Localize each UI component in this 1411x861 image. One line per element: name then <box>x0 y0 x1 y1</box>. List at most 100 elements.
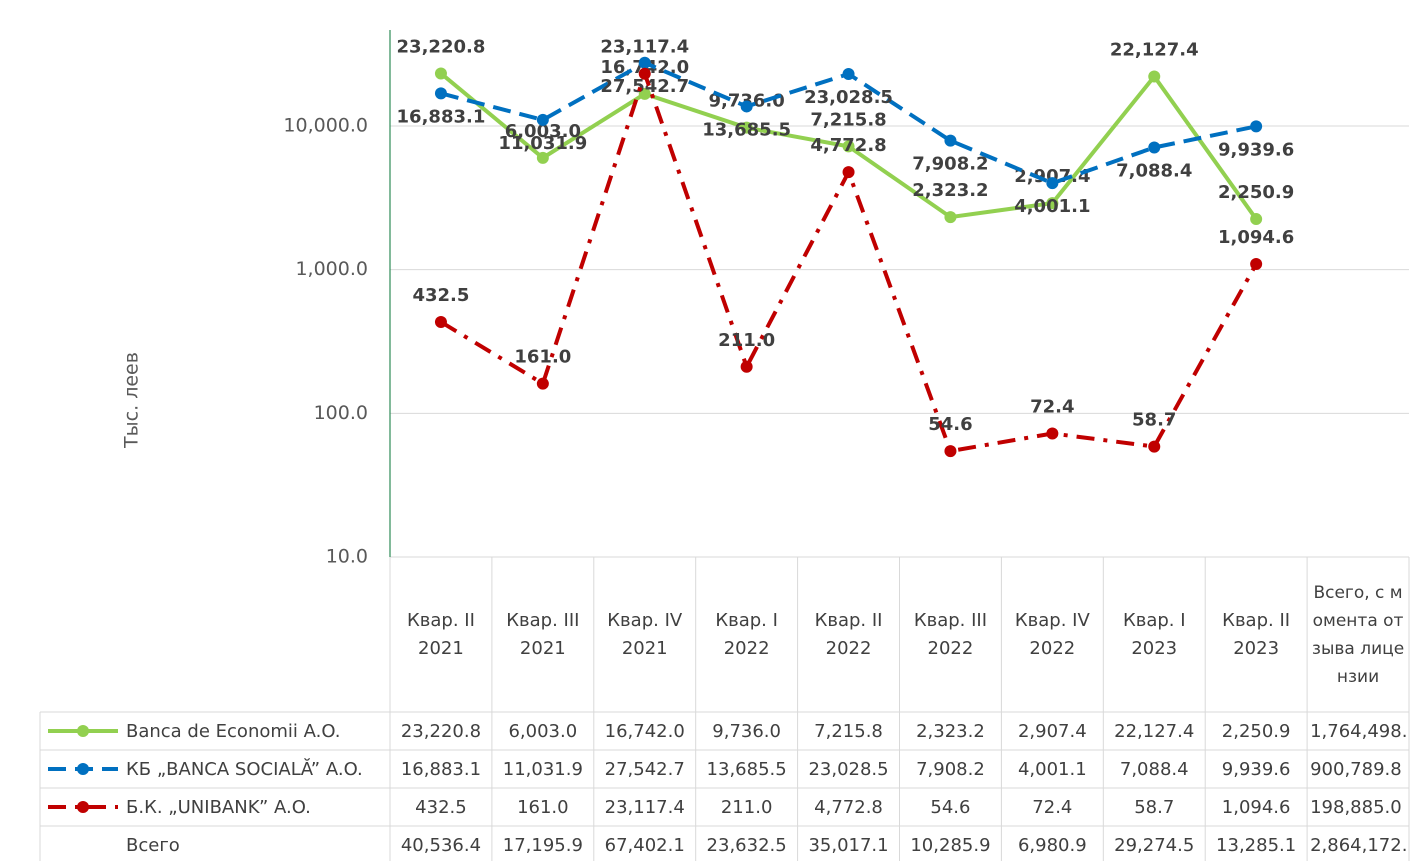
table-cell: 1,094.6 <box>1221 796 1291 818</box>
table-cell: 211.0 <box>720 796 773 818</box>
data-point <box>842 140 855 153</box>
table-cell: 23,117.4 <box>604 796 685 818</box>
data-label: 16,883.1 <box>397 106 486 127</box>
table-cell: 900,789.8 <box>1310 758 1402 780</box>
table-cell: 27,542.7 <box>604 758 685 780</box>
data-point <box>638 87 651 100</box>
data-point <box>638 67 651 80</box>
data-point <box>1148 141 1161 154</box>
table-cell: 6,980.9 <box>1017 834 1087 856</box>
table-cell: 72.4 <box>1032 796 1073 818</box>
table-cell: 7,908.2 <box>916 758 985 780</box>
data-point <box>1250 213 1263 226</box>
x-tick-label: Квар. IV 2022 <box>1014 609 1090 659</box>
x-tick-label: Квар. II 2022 <box>814 609 883 659</box>
data-point <box>944 211 957 224</box>
y-tick-label: 10,000.0 <box>283 115 368 137</box>
table-cell: 16,742.0 <box>604 720 685 742</box>
data-label: 23,117.4 <box>600 37 689 58</box>
data-point <box>536 113 549 126</box>
data-label: 22,127.4 <box>1110 39 1199 60</box>
data-point <box>434 67 447 80</box>
table-cell: 13,685.5 <box>706 758 787 780</box>
data-point <box>638 56 651 69</box>
legend-label: Б.К. „UNIBANK” A.O. <box>126 796 311 818</box>
data-point <box>1250 120 1263 133</box>
x-tick-label: Квар. III 2021 <box>506 609 580 659</box>
table-cell: 23,632.5 <box>706 834 787 856</box>
table-header: Всего, с момента отзыва лицензии <box>1311 582 1405 687</box>
data-label: 4,001.1 <box>1014 196 1090 217</box>
table-cell: 23,028.5 <box>808 758 889 780</box>
legend-label: КБ „BANCA SOCIALĂ” A.O. <box>126 758 363 780</box>
data-point <box>944 134 957 147</box>
data-label: 27,542.7 <box>600 76 689 97</box>
table-cell: 54.6 <box>930 796 971 818</box>
table-cell: 17,195.9 <box>502 834 583 856</box>
y-axis-label: Тыс. леев <box>121 352 143 449</box>
x-tick-label: Квар. II 2023 <box>1222 609 1291 659</box>
data-point <box>740 121 753 134</box>
data-label: 1,094.6 <box>1218 227 1294 248</box>
table-cell: 35,017.1 <box>808 834 889 856</box>
data-label: 7,215.8 <box>810 109 886 130</box>
table-cell: 10,285.9 <box>910 834 991 856</box>
data-label: 161.0 <box>514 347 571 368</box>
table-cell: 13,285.1 <box>1216 834 1297 856</box>
data-label: 13,685.5 <box>702 119 791 140</box>
table-cell: 198,885.0 <box>1310 796 1402 818</box>
x-tick-label: Квар. III 2022 <box>913 609 988 659</box>
y-tick-label: 100.0 <box>314 402 368 424</box>
data-point <box>1148 440 1161 453</box>
table-cell: 22,127.4 <box>1114 720 1195 742</box>
data-point <box>842 166 855 179</box>
data-label: 11,031.9 <box>498 133 587 154</box>
legend-label: Banca de Economii A.O. <box>126 720 341 742</box>
x-tick-label: Квар. I 2023 <box>1122 609 1186 659</box>
data-label: 72.4 <box>1030 396 1074 417</box>
x-tick-label: Квар. I 2022 <box>715 609 778 659</box>
data-point <box>1046 177 1059 190</box>
data-point <box>536 151 549 164</box>
data-label: 9,939.6 <box>1218 139 1294 160</box>
data-point <box>740 360 753 373</box>
x-tick-label: Квар. IV 2021 <box>607 609 683 659</box>
table-cell: 67,402.1 <box>604 834 685 856</box>
table-cell: 16,883.1 <box>400 758 482 780</box>
table-cell: 9,736.0 <box>712 720 781 742</box>
data-point <box>434 87 447 100</box>
legend-marker <box>77 763 89 775</box>
table-row-label: Всего <box>126 834 180 856</box>
data-label: 6,003.0 <box>505 121 581 142</box>
table-cell: 7,215.8 <box>814 720 883 742</box>
data-point <box>1148 70 1161 83</box>
data-point <box>842 67 855 80</box>
data-point <box>1046 427 1059 440</box>
data-label: 54.6 <box>928 414 972 435</box>
table-cell: 4,772.8 <box>814 796 883 818</box>
table-cell: 23,220.8 <box>400 720 482 742</box>
y-tick-label: 10.0 <box>326 546 368 568</box>
data-label: 211.0 <box>718 330 775 351</box>
data-label: 2,250.9 <box>1218 182 1294 203</box>
x-tick-label: Квар. II 2021 <box>406 609 475 659</box>
table-cell: 2,864,172. <box>1310 834 1408 856</box>
data-label: 23,028.5 <box>804 87 893 108</box>
table-cell: 58.7 <box>1134 796 1175 818</box>
y-tick-label: 1,000.0 <box>295 258 368 280</box>
data-label: 58.7 <box>1132 410 1176 431</box>
data-label: 432.5 <box>412 285 469 306</box>
data-label: 4,772.8 <box>810 135 886 156</box>
table-cell: 40,536.4 <box>400 834 482 856</box>
data-point <box>944 445 957 458</box>
data-label: 7,908.2 <box>912 154 988 175</box>
data-label: 7,088.4 <box>1116 160 1192 181</box>
table-cell: 9,939.6 <box>1221 758 1291 780</box>
table-cell: 7,088.4 <box>1119 758 1189 780</box>
data-point <box>536 377 549 390</box>
table-cell: 6,003.0 <box>508 720 578 742</box>
table-cell: 1,764,498. <box>1310 720 1408 742</box>
table-cell: 11,031.9 <box>502 758 583 780</box>
